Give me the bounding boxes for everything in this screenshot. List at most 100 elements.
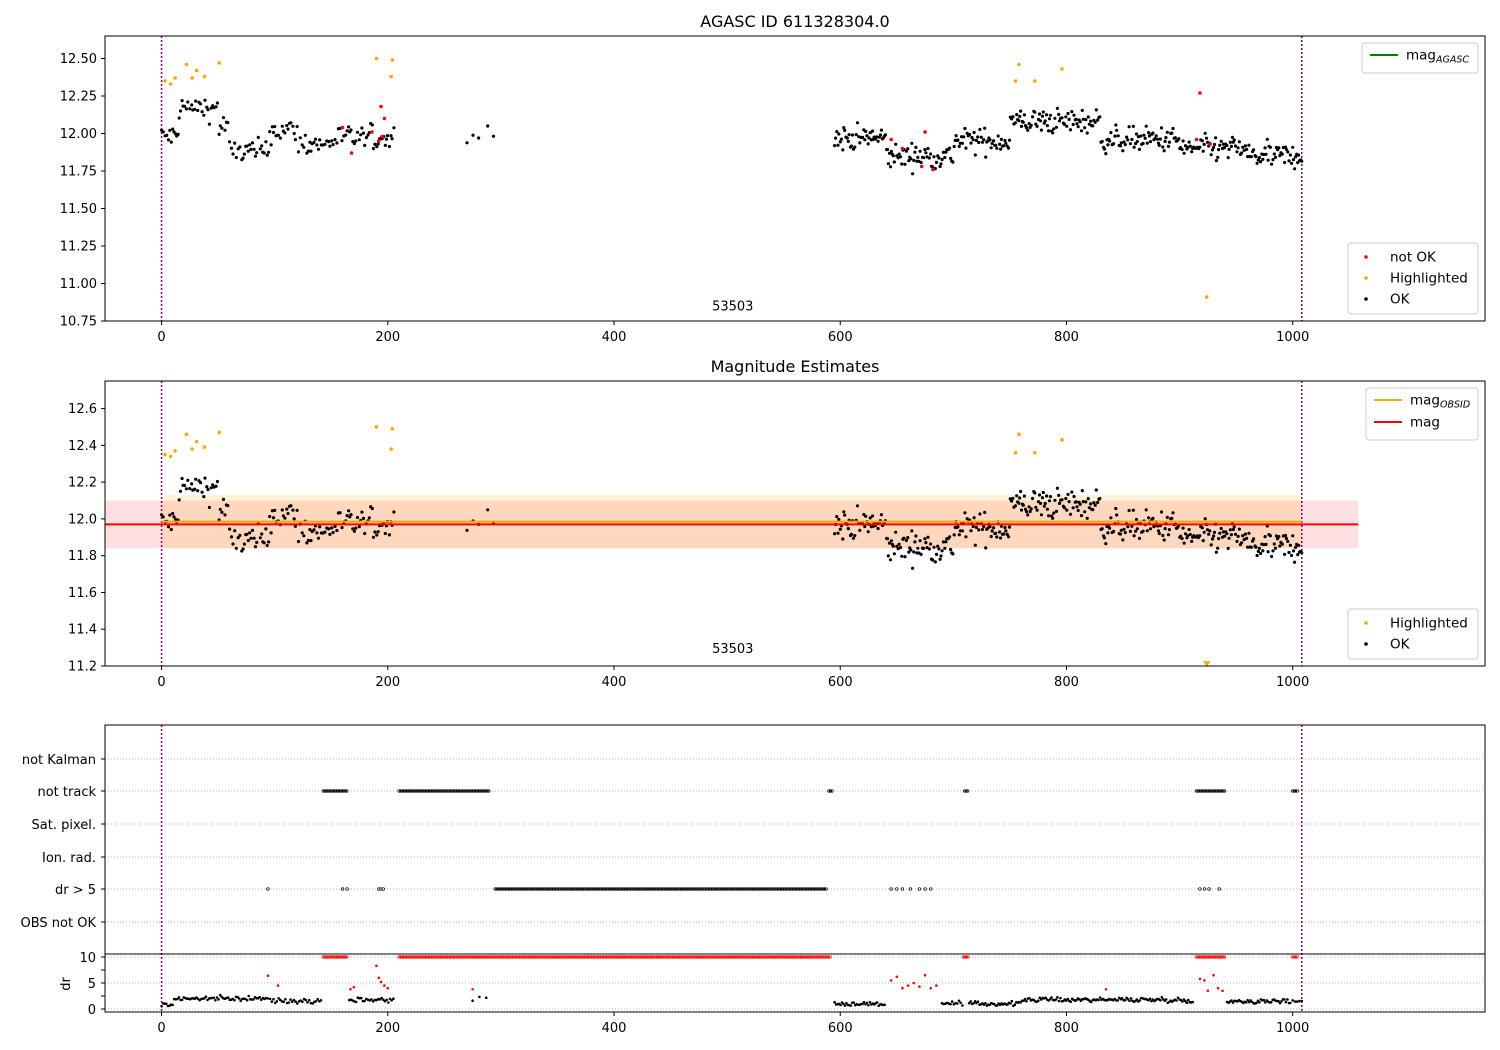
flag-label: not Kalman <box>22 753 96 768</box>
dr-point <box>1175 999 1178 1002</box>
ok-point <box>1030 115 1035 119</box>
ok-point <box>984 155 988 159</box>
ok-point <box>886 162 891 166</box>
ok-point <box>1283 533 1288 538</box>
ok-point <box>1171 511 1175 515</box>
dr5-point <box>614 887 618 891</box>
not-ok-point <box>889 137 893 142</box>
ok-point <box>203 98 207 102</box>
not-track-point <box>435 789 439 793</box>
dr-point <box>950 1000 954 1003</box>
ok-point <box>1018 496 1022 500</box>
dr-clipped-point <box>684 955 688 959</box>
dr5-point <box>1207 887 1211 891</box>
dr-clipped-point <box>620 955 625 959</box>
ok-point <box>854 133 858 137</box>
ok-point <box>952 144 956 149</box>
ok-point <box>1132 534 1136 538</box>
ok-point <box>900 554 904 558</box>
ok-point <box>1286 150 1290 154</box>
ok-point <box>1294 545 1298 550</box>
highlighted-point <box>1013 79 1018 83</box>
ok-point <box>934 160 939 164</box>
ok-point <box>1177 137 1181 141</box>
dr-point <box>972 1002 975 1005</box>
ok-point <box>1280 542 1284 546</box>
not-track-point <box>466 789 470 793</box>
dr-point <box>289 998 292 1001</box>
dr-outlier-point <box>1216 986 1220 990</box>
ok-point <box>1057 112 1061 116</box>
ok-point <box>969 141 973 145</box>
ok-point <box>996 134 1000 138</box>
ok-point <box>867 136 871 140</box>
ok-point <box>1135 527 1139 531</box>
ok-point <box>949 547 953 552</box>
ok-point <box>1078 502 1082 506</box>
ok-point <box>1180 147 1184 152</box>
ok-point <box>1198 534 1202 538</box>
dr-point <box>956 1002 959 1005</box>
dr5-point <box>643 887 647 891</box>
dr-clipped-point <box>490 955 494 959</box>
dr-outlier-point <box>901 986 904 990</box>
dr-tick-label: 5 <box>88 977 96 992</box>
ok-point <box>306 149 310 153</box>
ok-point <box>361 516 366 521</box>
magnitude-estimates-panel: Magnitude Estimates 0 200 400 600 800 1000 11.… <box>68 357 1486 690</box>
dr-outlier-point <box>895 975 899 979</box>
dr-clipped-point <box>440 955 444 959</box>
ok-point <box>1268 534 1272 538</box>
not-track-point <box>440 789 444 793</box>
dr-clipped-point <box>760 955 764 959</box>
ok-point <box>944 540 948 544</box>
ok-point <box>1086 115 1090 119</box>
dr-point <box>1054 998 1058 1001</box>
dr-point <box>252 998 255 1001</box>
ok-point <box>885 147 890 152</box>
dr5-point <box>689 887 693 891</box>
ok-point <box>1066 111 1070 116</box>
dr-point <box>1129 997 1133 1000</box>
dr-axis-label: dr <box>59 977 74 991</box>
not-track-point <box>410 789 414 793</box>
not-track-point <box>340 789 345 793</box>
ok-point <box>894 530 898 534</box>
ok-point <box>370 123 374 127</box>
ok-point <box>1134 132 1139 136</box>
ok-point <box>1212 534 1216 538</box>
dr-point <box>1160 996 1164 999</box>
ok-point <box>370 506 374 511</box>
ok-point <box>1100 139 1104 144</box>
ok-point <box>918 149 922 153</box>
ok-point <box>309 539 313 543</box>
ok-point <box>1293 560 1297 564</box>
ok-point <box>1277 146 1281 150</box>
ok-point <box>916 546 920 550</box>
ok-point <box>283 516 287 520</box>
dr5-point <box>658 887 662 891</box>
dr-clipped-point <box>1196 955 1200 959</box>
dr-point <box>1123 999 1127 1002</box>
ok-point <box>836 143 840 147</box>
ok-point <box>963 126 967 131</box>
ok-point <box>855 121 860 125</box>
dr-point <box>843 1004 847 1007</box>
ok-point <box>972 516 976 520</box>
dr5-point <box>633 887 637 891</box>
not-track-point <box>1295 789 1299 793</box>
ok-point <box>231 542 235 546</box>
dr-clipped-point <box>654 955 659 959</box>
ok-point <box>270 125 274 129</box>
dr-point <box>1269 1001 1273 1004</box>
highlighted-point <box>389 447 393 451</box>
ok-point <box>186 100 190 104</box>
ok-point <box>367 516 371 520</box>
dr-point <box>852 1001 855 1004</box>
ok-point <box>384 137 388 141</box>
not-track-point <box>401 789 406 793</box>
ok-point <box>200 490 204 494</box>
ok-point <box>169 527 173 532</box>
dr-point <box>270 1000 274 1003</box>
ok-point <box>1055 106 1059 110</box>
